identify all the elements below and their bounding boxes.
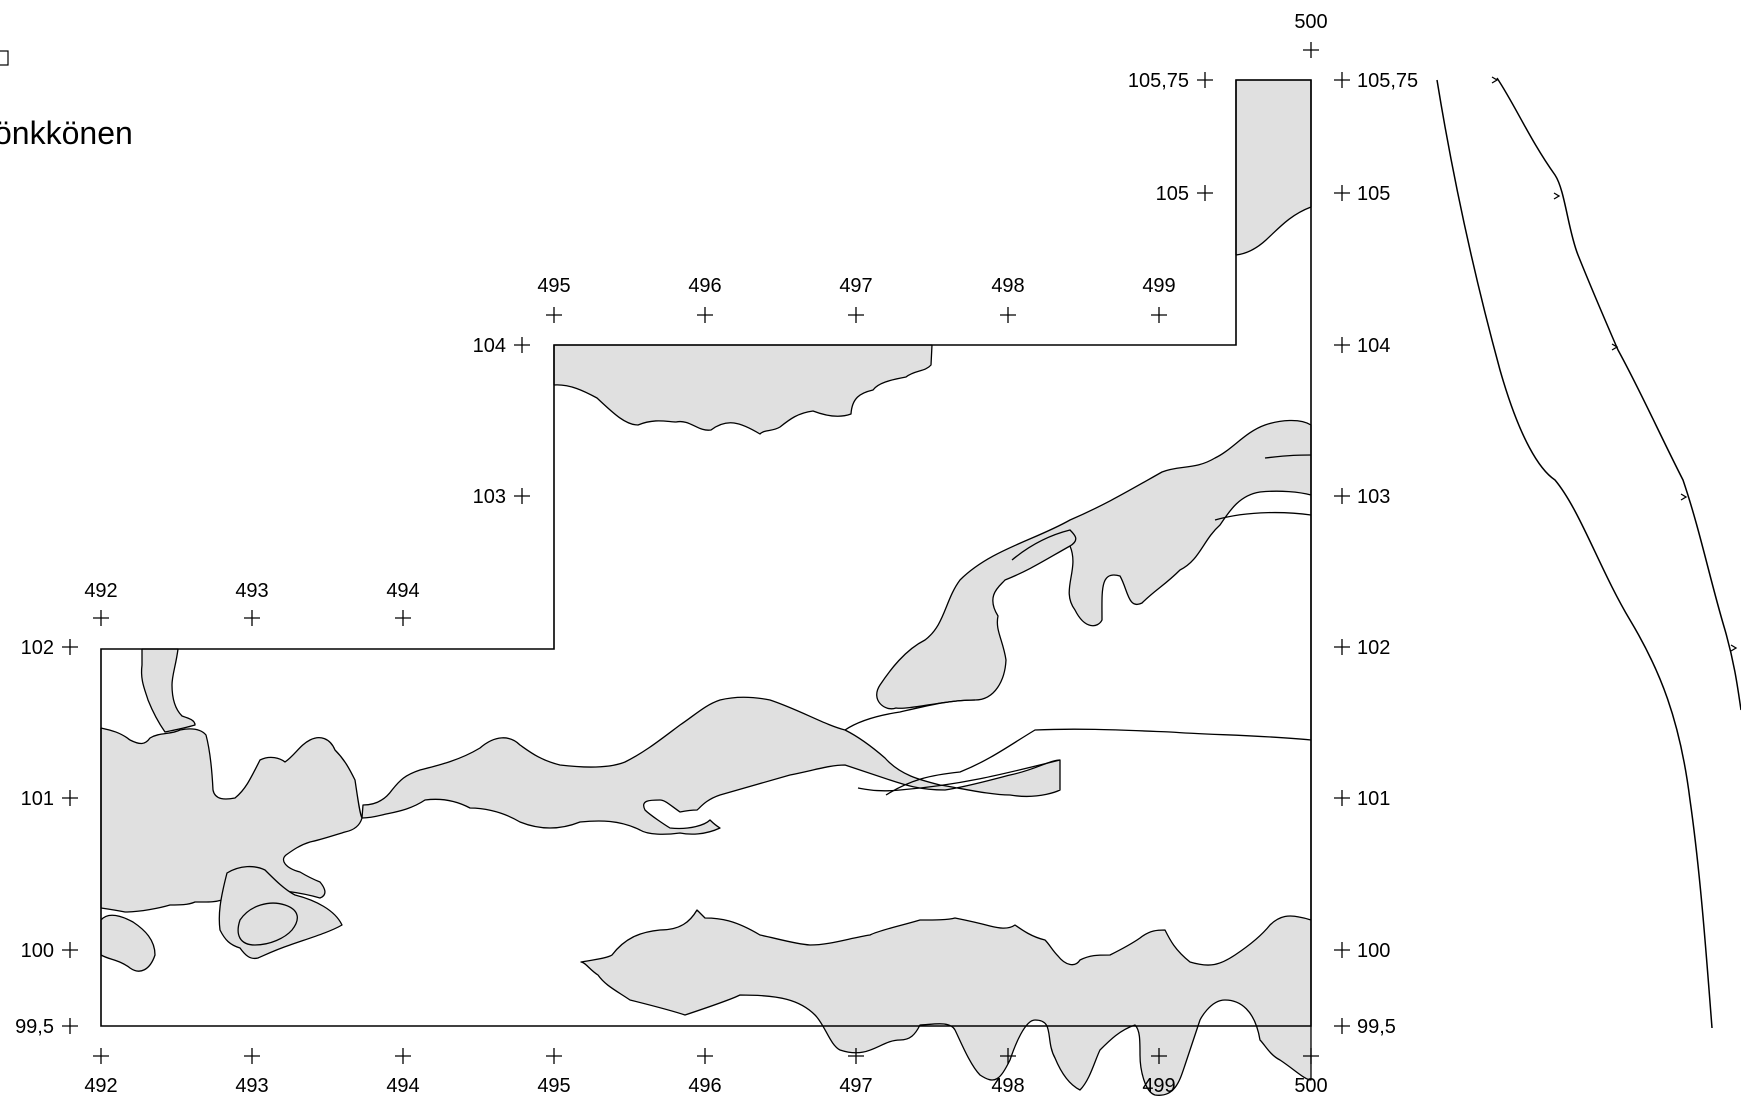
y-tick-label: 104 [473, 335, 506, 357]
grid-cross [697, 307, 713, 323]
grid-cross [62, 790, 78, 806]
x-tick-label: 492 [84, 1075, 117, 1096]
grid-cross [1151, 1048, 1167, 1064]
boundary-line [857, 759, 1061, 792]
grid-cross [93, 610, 109, 626]
grid-cross [1334, 488, 1350, 504]
grid-cross [62, 942, 78, 958]
layer-area [140, 648, 196, 733]
x-tick-label: 493 [235, 1075, 268, 1096]
section-outline [100, 79, 1312, 1027]
grid-cross [848, 307, 864, 323]
x-tick-label: 498 [991, 1075, 1024, 1096]
page-title: önkkönen [0, 115, 133, 151]
boundary-line [1264, 454, 1312, 459]
grid-cross [848, 1048, 864, 1064]
grid-cross [1303, 1048, 1319, 1064]
x-tick-label: 494 [386, 1075, 419, 1096]
grid-cross [244, 610, 260, 626]
y-tick-label: 103 [473, 486, 506, 508]
layer-area [361, 696, 1061, 835]
y-tick-label: 101 [1357, 788, 1390, 810]
x-tick-label: 500 [1294, 11, 1327, 33]
profile-tick [1491, 76, 1499, 84]
grid-cross [1334, 942, 1350, 958]
grid-cross [514, 488, 530, 504]
layer-area [580, 419, 1312, 1096]
grid-cross [1334, 72, 1350, 88]
x-tick-label: 497 [839, 275, 872, 297]
grid-cross [62, 1018, 78, 1034]
profile-tick [1611, 343, 1619, 351]
profile-curves [1436, 77, 1741, 1029]
layer-area [553, 344, 933, 435]
x-tick-label: 499 [1142, 275, 1175, 297]
grid-cross [395, 610, 411, 626]
grid-cross [1334, 790, 1350, 806]
profile-line [1496, 77, 1741, 711]
boundary-line [885, 728, 1312, 796]
legend-box-icon [0, 50, 9, 66]
grid-cross [1334, 639, 1350, 655]
layer-area [100, 914, 156, 972]
y-tick-label: 105 [1357, 183, 1390, 205]
profile-tick [1553, 192, 1561, 200]
y-tick-label: 105,75 [1357, 70, 1418, 92]
y-tick-label: 102 [1357, 637, 1390, 659]
grid-marks: 492 493 494 495 496 497 498 499 500 492 493 494 495 4… [15, 11, 1738, 1096]
grid-cross [546, 1048, 562, 1064]
y-tick-label: 100 [21, 940, 54, 962]
boundary-line [844, 699, 976, 731]
y-tick-label: 105 [1156, 183, 1189, 205]
x-tick-label: 495 [537, 275, 570, 297]
grid-cross [1197, 185, 1213, 201]
grid-cross [514, 337, 530, 353]
grid-cross [1151, 307, 1167, 323]
grid-cross [1197, 72, 1213, 88]
grid-cross [1000, 307, 1016, 323]
boundary-line [1011, 529, 1077, 561]
grid-cross [1334, 337, 1350, 353]
layer-area [237, 902, 298, 946]
grid-cross [1303, 42, 1319, 58]
x-tick-label: 492 [84, 580, 117, 602]
x-tick-label: 496 [688, 275, 721, 297]
y-tick-label: 104 [1357, 335, 1390, 357]
grid-cross [697, 1048, 713, 1064]
profile-tick [1680, 493, 1688, 501]
grid-cross [395, 1048, 411, 1064]
y-tick-label: 102 [21, 637, 54, 659]
y-tick-label: 101 [21, 788, 54, 810]
y-tick-label: 105,75 [1128, 70, 1189, 92]
profile-tick [1730, 644, 1738, 652]
x-tick-label: 495 [537, 1075, 570, 1096]
layer-boundaries [844, 454, 1312, 796]
layer-area [1235, 79, 1312, 256]
y-tick-label: 99,5 [1357, 1016, 1396, 1038]
shaded-layers [100, 79, 1312, 1096]
y-tick-label: 100 [1357, 940, 1390, 962]
grid-cross [244, 1048, 260, 1064]
x-tick-label: 498 [991, 275, 1024, 297]
grid-cross [546, 307, 562, 323]
x-tick-label: 493 [235, 580, 268, 602]
grid-cross [62, 639, 78, 655]
y-tick-label: 103 [1357, 486, 1390, 508]
x-tick-label: 496 [688, 1075, 721, 1096]
y-tick-label: 99,5 [15, 1016, 54, 1038]
x-tick-label: 494 [386, 580, 419, 602]
x-tick-label: 497 [839, 1075, 872, 1096]
grid-cross [1000, 1048, 1016, 1064]
profile-line [1436, 79, 1713, 1029]
grid-cross [1334, 185, 1350, 201]
x-tick-label: 499 [1142, 1075, 1175, 1096]
grid-cross [1334, 1018, 1350, 1034]
x-tick-label: 500 [1294, 1075, 1327, 1096]
grid-cross [93, 1048, 109, 1064]
boundary-line [1214, 511, 1312, 521]
